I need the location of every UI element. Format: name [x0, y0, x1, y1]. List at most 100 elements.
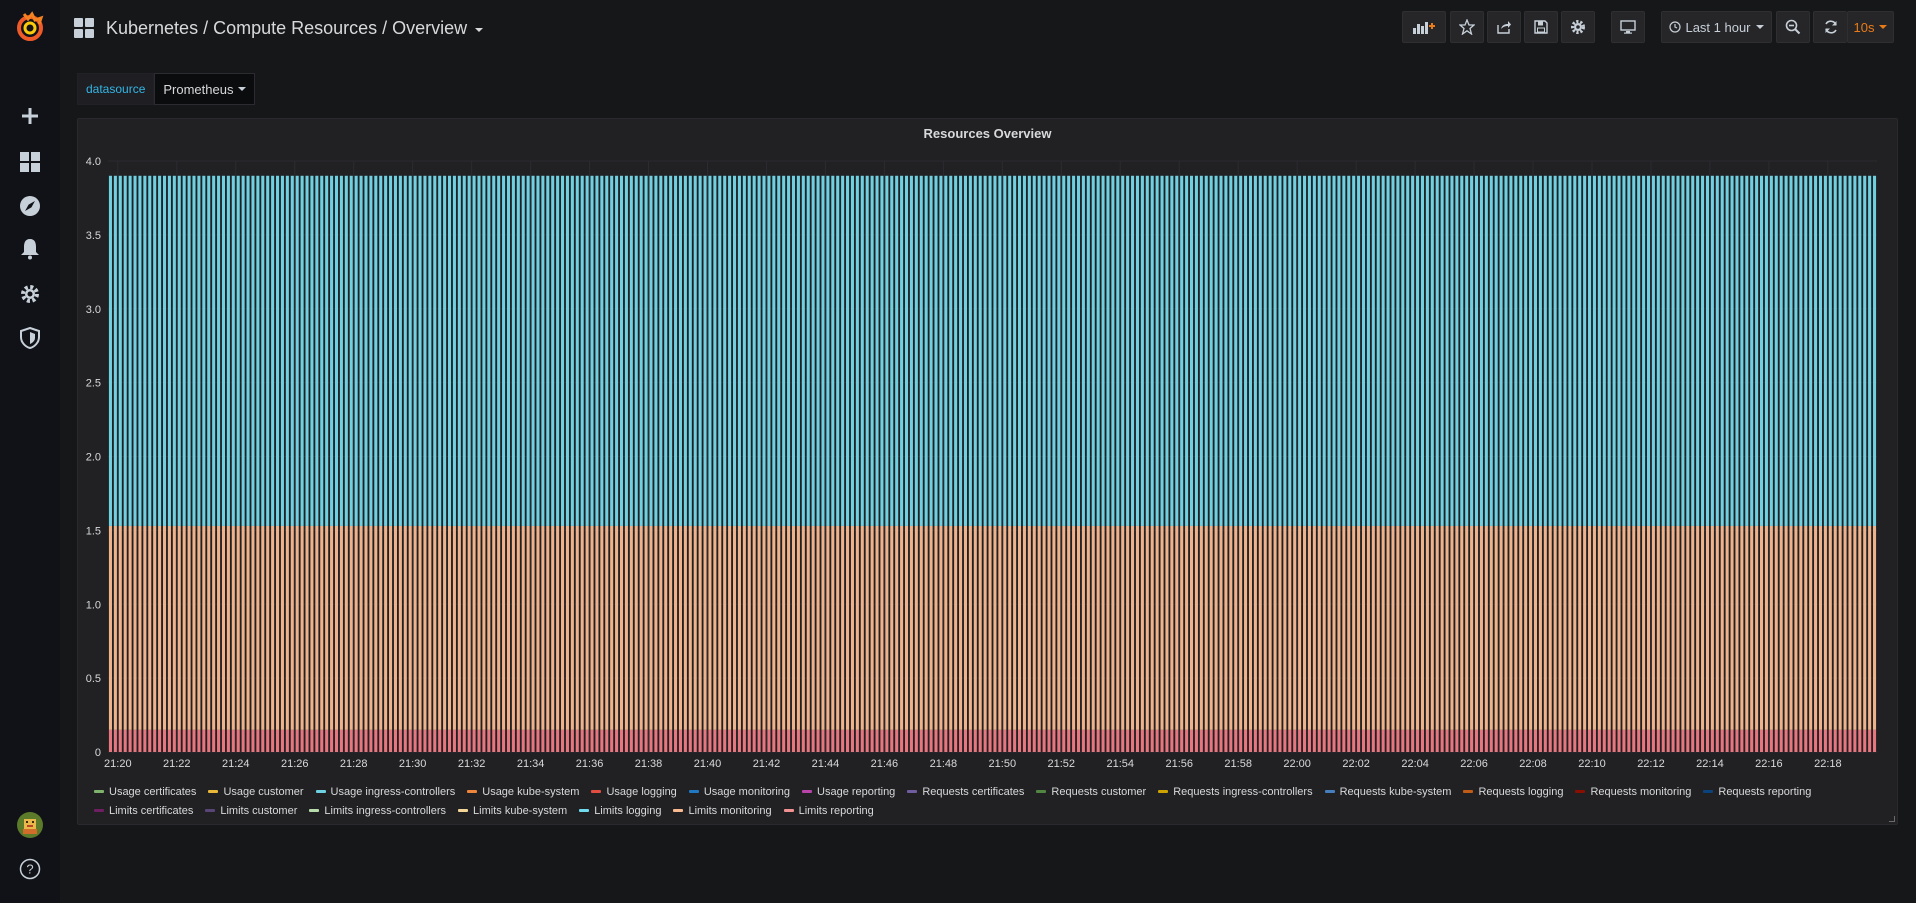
stacked-bar-segment — [428, 424, 432, 526]
stacked-bar-segment — [418, 525, 422, 730]
tv-mode-button[interactable] — [1611, 11, 1645, 43]
stacked-bar-segment — [511, 424, 515, 526]
stacked-bar-segment — [1013, 424, 1017, 526]
legend-label: Limits certificates — [109, 804, 194, 817]
stacked-bar-segment — [909, 175, 913, 424]
panel-resize-handle[interactable] — [1889, 816, 1895, 822]
stacked-bar-segment — [428, 729, 432, 752]
stacked-bar-segment — [1381, 729, 1385, 752]
refresh-interval-picker[interactable]: 10s — [1847, 11, 1894, 43]
bell-icon[interactable] — [0, 229, 60, 269]
x-tick-label: 21:30 — [399, 758, 427, 770]
avatar-icon[interactable] — [0, 805, 60, 845]
plus-icon[interactable] — [0, 96, 60, 136]
stacked-bar-segment — [659, 175, 663, 424]
legend-item[interactable]: Usage kube-system — [467, 782, 579, 801]
legend-item[interactable]: Usage customer — [208, 782, 304, 801]
legend-item[interactable]: Usage certificates — [94, 782, 196, 801]
legend-item[interactable]: Limits monitoring — [673, 801, 772, 820]
stacked-bar-segment — [1357, 729, 1361, 752]
legend-item[interactable]: Requests logging — [1463, 782, 1563, 801]
gear-icon[interactable] — [0, 274, 60, 314]
dashboards-icon[interactable] — [0, 142, 60, 182]
stacked-bar-segment — [1853, 525, 1857, 730]
refresh-button[interactable] — [1813, 11, 1847, 43]
stacked-bar-segment — [202, 175, 206, 424]
stacked-bar-segment — [1096, 424, 1100, 526]
stacked-bar-segment — [221, 525, 225, 730]
legend-item[interactable]: Requests customer — [1036, 782, 1146, 801]
stacked-bar-segment — [1332, 525, 1336, 730]
stacked-bar-segment — [1140, 525, 1144, 730]
y-tick-label: 1.5 — [86, 525, 101, 537]
breadcrumb[interactable]: Kubernetes / Compute Resources / Overvie… — [106, 17, 468, 38]
stacked-bar-segment — [379, 729, 383, 752]
datasource-variable-select[interactable]: Prometheus — [154, 73, 256, 105]
monitor-icon — [1620, 20, 1636, 34]
legend-item[interactable]: Limits certificates — [94, 801, 193, 820]
stacked-bar-segment — [1253, 424, 1257, 526]
explore-icon[interactable] — [0, 186, 60, 226]
stacked-bar-segment — [885, 525, 889, 730]
stacked-bar-segment — [1234, 525, 1238, 730]
stacked-bar-segment — [629, 424, 633, 526]
legend-item[interactable]: Requests monitoring — [1575, 782, 1691, 801]
resources-overview-chart[interactable]: 00.51.01.52.02.53.03.54.021:20 21:22 21:24… — [78, 119, 1899, 779]
stacked-bar-segment — [1027, 729, 1031, 752]
stacked-bar-segment — [1219, 525, 1223, 730]
help-icon[interactable]: ? — [0, 849, 60, 889]
chevron-down-icon — [1755, 25, 1764, 29]
legend-item[interactable]: Usage ingress-controllers — [315, 782, 455, 801]
legend-item[interactable]: Usage logging — [591, 782, 677, 801]
legend-item[interactable]: Limits reporting — [783, 801, 874, 820]
stacked-bar-segment — [207, 175, 211, 424]
dashboard-settings-button[interactable] — [1561, 11, 1595, 43]
save-button[interactable] — [1524, 11, 1558, 43]
stacked-bar-segment — [1538, 729, 1542, 752]
zoom-out-button[interactable] — [1776, 11, 1810, 43]
time-range-picker[interactable]: Last 1 hour — [1661, 11, 1772, 43]
stacked-bar-segment — [674, 424, 678, 526]
panel-title[interactable]: Resources Overview — [923, 126, 1052, 141]
stacked-bar-segment — [1646, 525, 1651, 730]
legend-item[interactable]: Limits customer — [205, 801, 297, 820]
stacked-bar-segment — [1258, 175, 1262, 424]
stacked-bar-segment — [246, 525, 250, 730]
stacked-bar-segment — [300, 424, 304, 526]
legend-item[interactable]: Requests ingress-controllers — [1158, 782, 1313, 801]
stacked-bar-segment — [1533, 175, 1538, 424]
stacked-bar-segment — [1774, 729, 1778, 752]
grafana-logo-icon[interactable] — [0, 7, 60, 47]
stacked-bar-segment — [1401, 729, 1405, 752]
stacked-bar-segment — [502, 525, 506, 730]
stacked-bar-segment — [1145, 525, 1149, 730]
stacked-bar-segment — [1769, 729, 1773, 752]
star-button[interactable] — [1450, 11, 1484, 43]
legend-item[interactable]: Limits ingress-controllers — [309, 801, 446, 820]
legend-item[interactable]: Requests certificates — [907, 782, 1024, 801]
stacked-bar-segment — [1661, 729, 1665, 752]
legend-label: Usage reporting — [817, 785, 896, 798]
stacked-bar-segment — [339, 424, 343, 526]
stacked-bar-segment — [1401, 525, 1405, 730]
stacked-bar-segment — [1725, 424, 1729, 526]
legend-item[interactable]: Limits logging — [579, 801, 661, 820]
stacked-bar-segment — [423, 729, 427, 752]
stacked-bar-segment — [1248, 424, 1253, 526]
stacked-bar-segment — [1116, 424, 1120, 526]
stacked-bar-segment — [791, 175, 796, 424]
shield-icon[interactable] — [0, 318, 60, 358]
stacked-bar-segment — [1519, 729, 1523, 752]
legend-item[interactable]: Requests reporting — [1703, 782, 1811, 801]
dashboard-title[interactable]: Kubernetes / Compute Resources / Overvie… — [74, 15, 484, 41]
bar-group — [108, 175, 1877, 752]
add-panel-button[interactable] — [1402, 11, 1446, 43]
stacked-bar-segment — [1529, 175, 1533, 424]
legend-item[interactable]: Limits kube-system — [458, 801, 567, 820]
share-button[interactable] — [1487, 11, 1521, 43]
legend-item[interactable]: Usage reporting — [802, 782, 895, 801]
legend-item[interactable]: Requests kube-system — [1324, 782, 1451, 801]
stacked-bar-segment — [1823, 175, 1827, 424]
legend-item[interactable]: Usage monitoring — [688, 782, 790, 801]
stacked-bar-segment — [1848, 175, 1852, 424]
